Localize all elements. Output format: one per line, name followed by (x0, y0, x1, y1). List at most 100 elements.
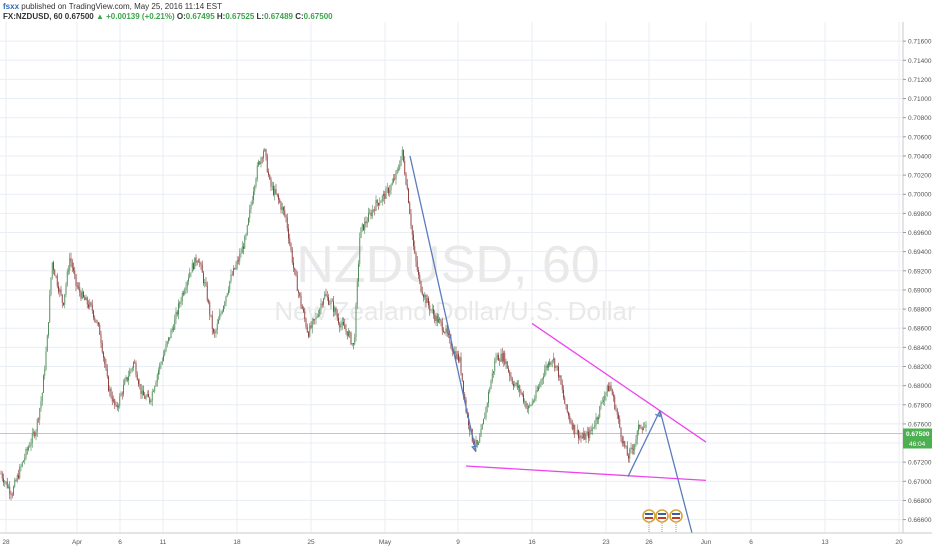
candle-body (263, 151, 264, 159)
candle-body (415, 252, 417, 262)
event-flag-icon[interactable] (669, 509, 683, 523)
candle-body (448, 333, 449, 335)
candle-body (499, 360, 501, 362)
candle-body (79, 287, 81, 293)
candle-body (563, 389, 564, 398)
candle-body (414, 246, 416, 253)
candle-body (424, 294, 426, 298)
candle-body (460, 357, 462, 374)
candle-body (338, 317, 339, 324)
event-markers[interactable] (642, 509, 683, 533)
drawing-tools[interactable] (409, 155, 707, 534)
candle-body (159, 364, 161, 371)
candle-body (209, 302, 211, 315)
y-tick-label: 0.70200 (908, 173, 932, 180)
candle-body (21, 462, 23, 467)
candle-body (251, 200, 253, 205)
candle-body (519, 385, 521, 392)
trend-line[interactable] (409, 155, 477, 452)
symbol-label[interactable]: FX:NZDUSD, 60 (3, 12, 63, 21)
candle-body (409, 202, 411, 214)
candle-body (85, 297, 87, 301)
candle-body (370, 212, 372, 217)
candle-body (38, 419, 39, 421)
candle-body (396, 169, 398, 172)
candle-body (530, 404, 532, 406)
candle-body (365, 221, 367, 224)
candle-body (319, 308, 321, 315)
candle-body (375, 199, 377, 211)
candle-body (33, 432, 34, 434)
candle-body (428, 298, 429, 306)
candle-body (173, 328, 174, 330)
candle-body (91, 304, 93, 311)
trend-line[interactable] (465, 465, 707, 482)
candle-body (105, 364, 107, 369)
event-flag-icon[interactable] (642, 509, 656, 523)
candle-body (283, 207, 284, 211)
publisher-name[interactable]: fsxx (3, 2, 20, 11)
y-tick-label: 0.70600 (908, 134, 932, 141)
candle-body (55, 275, 57, 277)
candle-body (201, 264, 203, 273)
candle-body (225, 296, 227, 303)
candle-body (634, 444, 636, 450)
candle-body (104, 357, 106, 365)
candle-body (521, 392, 523, 395)
candle-body (631, 447, 633, 450)
candle-body (643, 427, 644, 430)
candle-body (108, 376, 109, 392)
low-label: L: (256, 12, 265, 21)
candle-body (220, 312, 222, 315)
candle-body (603, 400, 604, 402)
candle-body (284, 210, 286, 216)
candle-body (578, 429, 579, 439)
trend-line[interactable] (531, 322, 707, 443)
candle-body (59, 289, 61, 292)
candle-body (490, 380, 492, 389)
time-axis[interactable]: 28 Apr 6 11 18 25 May 9 16 23 26 Jun 6 13 20 (2, 539, 903, 546)
y-tick-label: 0.67800 (908, 402, 932, 409)
candle-body (191, 263, 193, 273)
candle-body (70, 258, 72, 262)
candle-body (433, 309, 434, 315)
candle-body (390, 184, 392, 191)
candle-body (301, 305, 303, 310)
candle-body (639, 424, 641, 428)
candle-body (255, 178, 257, 186)
candle-body (0, 473, 2, 475)
candle-body (228, 289, 229, 294)
price-axis[interactable]: 0.71600 0.71400 0.71200 0.71000 0.70800 0.706… (903, 39, 932, 524)
last-price-label: 0.67500 (906, 431, 930, 438)
candle-body (531, 401, 533, 405)
candle-body (359, 238, 361, 264)
candle-body (525, 401, 527, 409)
y-tick-label: 0.68800 (908, 307, 932, 314)
candle-body (203, 272, 204, 284)
candle-body (183, 293, 184, 295)
candle-body (438, 318, 439, 323)
trend-line[interactable] (627, 410, 661, 477)
candle-body (50, 277, 52, 295)
y-tick-label: 0.71400 (908, 58, 932, 65)
change-value: +0.00139 (+0.21%) (106, 12, 175, 21)
candle-body (289, 238, 291, 244)
candle-body (65, 284, 67, 295)
close-value: 0.67500 (303, 12, 333, 21)
x-tick-label: 25 (307, 539, 315, 546)
candle-body (364, 221, 366, 231)
candle-body (256, 165, 258, 179)
event-flag-icon[interactable] (655, 509, 669, 523)
candle-body (276, 193, 278, 196)
candle-body (306, 327, 308, 333)
candle-body (455, 351, 457, 360)
candle-body (149, 397, 151, 403)
candle-body (285, 215, 287, 218)
candle-body (394, 178, 396, 180)
candle-body (5, 481, 7, 483)
candle-body (316, 316, 318, 317)
candle-body (600, 402, 602, 407)
candle-body (288, 228, 289, 239)
trend-line[interactable] (659, 410, 693, 534)
